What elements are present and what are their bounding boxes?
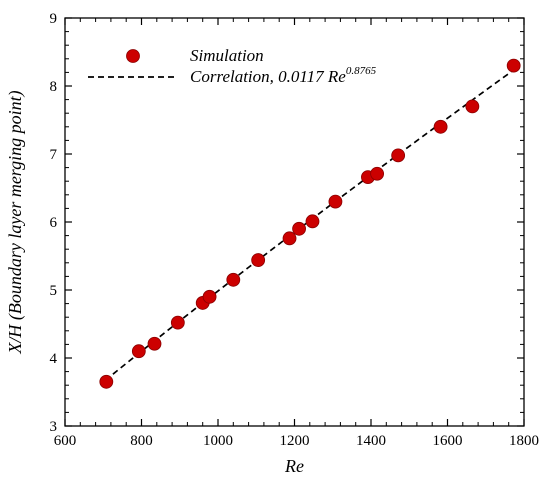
x-tick-label: 1000 <box>203 433 233 449</box>
simulation-point <box>131 344 146 359</box>
y-tick-label: 9 <box>50 11 58 27</box>
simulation-point <box>282 231 297 246</box>
simulation-point <box>202 289 217 304</box>
simulation-point <box>147 336 162 351</box>
x-tick-label: 800 <box>130 433 153 449</box>
y-axis-label: X/H (Boundary layer merging point) <box>5 90 26 354</box>
legend-label-correlation: Correlation, 0.0117 Re0.8765 <box>190 65 377 86</box>
y-tick-label: 3 <box>50 419 58 435</box>
simulation-point <box>370 166 385 181</box>
legend-label-correlation-exponent: 0.8765 <box>346 65 377 77</box>
simulation-point <box>292 221 306 236</box>
simulation-point <box>465 99 480 114</box>
simulation-point <box>506 58 521 73</box>
legend: Simulation Correlation, 0.0117 Re0.8765 <box>88 46 377 86</box>
simulation-point <box>433 119 448 134</box>
x-tick-label: 1600 <box>433 433 463 449</box>
simulation-point <box>99 374 114 389</box>
legend-marker-simulation <box>126 49 140 63</box>
x-tick-label: 1200 <box>280 433 310 449</box>
simulation-point <box>251 253 266 267</box>
y-tick-label: 5 <box>50 283 58 299</box>
x-tick-label: 1800 <box>509 433 539 449</box>
x-axis-label: Re <box>284 456 304 476</box>
y-tick-label: 6 <box>50 215 58 231</box>
x-tick-label: 600 <box>54 433 77 449</box>
simulation-point <box>391 148 406 163</box>
y-tick-label: 7 <box>50 147 58 163</box>
series-layer <box>99 58 521 389</box>
legend-label-correlation-main: Correlation, 0.0117 Re <box>190 67 346 86</box>
simulation-point <box>328 194 343 209</box>
simulation-point <box>226 272 241 287</box>
y-axis: 3 4 5 6 7 8 9 <box>50 11 524 435</box>
x-axis: 600 800 1000 1200 1400 1600 1800 <box>54 18 539 449</box>
x-tick-label: 1400 <box>356 433 386 449</box>
y-tick-label: 4 <box>50 351 58 367</box>
legend-label-simulation: Simulation <box>190 46 264 65</box>
y-tick-label: 8 <box>50 79 58 95</box>
simulation-point <box>305 214 320 229</box>
simulation-point <box>170 315 185 330</box>
